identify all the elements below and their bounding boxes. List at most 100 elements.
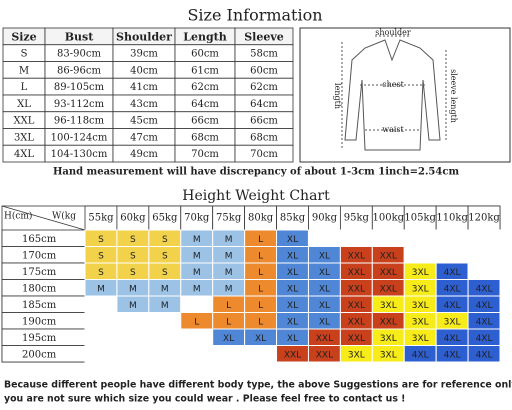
table-value: 61cm [191,65,219,76]
size-label: XXL [348,251,365,261]
table-cell [234,144,294,163]
size-label: 3XL [412,268,429,278]
size-label: 4XL [476,301,493,311]
size-label: XL [287,251,298,261]
table-value: 86-96cm [57,65,101,76]
table-value: 39cm [130,49,158,60]
header-label: W(kg [52,211,76,222]
table-value: 60cm [191,49,219,60]
size-label: XXL [316,334,333,344]
size-label: L [258,284,263,294]
header-diagonal [1,205,86,231]
weight-label: 80kg [248,213,274,224]
size-cell [148,328,182,346]
height-label: 170cm [22,250,57,261]
table-value: 66cm [191,116,219,127]
size-label: L [194,317,199,327]
table-value: 62cm [191,82,219,93]
chart-title: Height Weight Chart [182,188,330,204]
size-cell [435,246,469,264]
size-label: 4XL [444,284,461,294]
size-label: 4XL [444,350,461,360]
weight-cell [276,205,309,231]
size-label: XXL [348,317,365,327]
size-label: XXL [348,301,365,311]
size-label: M [161,284,169,294]
size-label: 4XL [476,350,493,360]
size-label: XL [287,235,298,245]
size-label: M [129,301,137,311]
size-cell [84,312,118,330]
weight-label: 55kg [88,213,114,224]
size-label: M [97,284,105,294]
note: Hand measurement will have discrepancy o… [53,167,459,178]
size-label: XXL [380,284,397,294]
size-label: S [98,268,104,278]
table-value: 104-130cm [51,149,108,160]
size-label: XL [287,334,298,344]
size-label: 3XL [348,350,365,360]
table-value: L [21,82,28,93]
size-label: 4XL [476,334,493,344]
size-cell [180,345,214,363]
size-label: 4XL [444,268,461,278]
size-label: M [225,251,233,261]
size-label: M [129,284,137,294]
size-label: M [225,284,233,294]
size-cell [467,246,501,264]
table-value: 43cm [130,99,158,110]
size-label: XL [255,334,266,344]
table-value: 40cm [130,65,158,76]
footer: you are not sure which size you could we… [4,394,405,405]
table-value: XL [17,99,31,110]
size-cell [84,345,118,363]
size-cell [116,312,150,330]
table-value: 64cm [250,99,278,110]
size-label: 4XL [476,317,493,327]
size-label: XL [319,251,330,261]
size-cell [244,345,278,363]
weight-label: 95kg [344,213,370,224]
weight-label: 60kg [120,213,146,224]
size-cell [116,328,150,346]
size-label: XL [287,268,298,278]
diagram-label: length [333,83,342,109]
size-label: L [226,317,231,327]
size-cell [403,229,437,247]
size-label: XL [319,268,330,278]
size-label: S [98,251,104,261]
size-label: S [130,268,136,278]
size-label: S [98,235,104,245]
table-header: Bust [65,30,94,43]
table-value: 64cm [191,99,219,110]
size-label: 3XL [380,334,397,344]
weight-cell [212,205,246,231]
table-header: Length [183,30,227,43]
table-value: 45cm [130,116,158,127]
table-value: 60cm [250,65,278,76]
size-label: XL [287,284,298,294]
size-cell [180,295,214,313]
table-value: 58cm [250,49,278,60]
size-label: 4XL [444,334,461,344]
table-header: Size [11,30,36,43]
table-value: 70cm [250,149,278,160]
weight-label: 70kg [184,213,210,224]
table-value: 49cm [130,149,158,160]
size-label: S [162,268,168,278]
height-label: 175cm [22,267,57,278]
diagram-label: chest [382,80,404,89]
table-value: M [19,65,29,76]
size-label: XL [319,317,330,327]
size-label: M [193,284,201,294]
size-cell [148,345,182,363]
size-label: 3XL [412,284,429,294]
table-value: XXL [14,116,35,127]
size-label: XXL [380,268,397,278]
size-label: XXL [380,251,397,261]
diagram-label: waist [382,125,404,134]
table-value: 3XL [14,132,34,143]
table-value: 100-124cm [51,132,108,143]
size-label: S [130,251,136,261]
